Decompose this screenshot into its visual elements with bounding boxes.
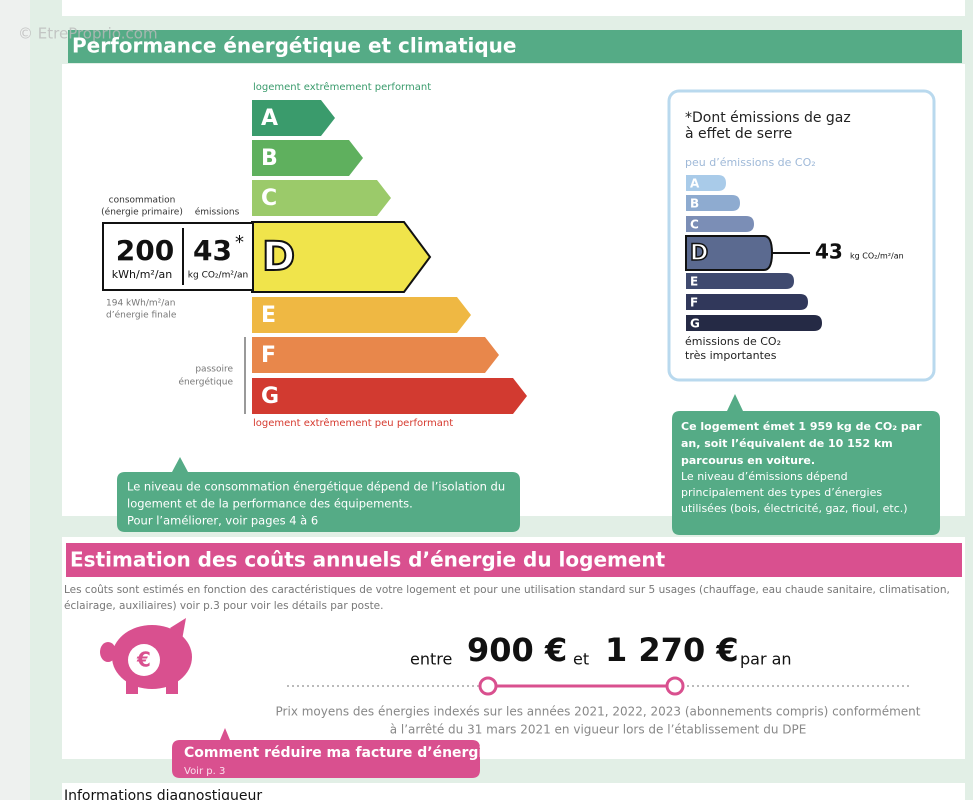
ghg-class-letter: F <box>690 296 698 310</box>
consumption-label: (énergie primaire) <box>101 207 183 218</box>
energy-class-bar <box>252 100 335 136</box>
costs-word: et <box>573 650 589 669</box>
ghg-note-bold: parcourus en voiture. <box>681 454 815 467</box>
cost-high: 1 270 € <box>605 631 739 669</box>
cta-button[interactable] <box>172 728 480 778</box>
ghg-class-bar <box>686 216 754 232</box>
energy-class-bar <box>252 297 471 333</box>
energy-class-bar <box>252 180 391 216</box>
ghg-class-bar <box>686 294 808 310</box>
energy-title-bar <box>68 30 962 63</box>
value-box <box>102 222 254 291</box>
energy-class-letter: E <box>261 303 276 328</box>
section-title: Estimation des coûts annuels d’énergie d… <box>70 548 666 572</box>
emissions-label: émissions <box>195 207 240 218</box>
watermark: © EtreProprio.com <box>18 25 158 43</box>
consumption-unit: kWh/m²/an <box>112 268 172 281</box>
energy-note: logement et de la performance des équipe… <box>127 497 413 511</box>
costs-intro: Les coûts sont estimés en fonction des c… <box>64 584 950 596</box>
energy-note: Le niveau de consommation énergétique dé… <box>127 480 505 494</box>
ghg-heading: à effet de serre <box>685 126 792 142</box>
ghg-class-letter: G <box>690 317 700 331</box>
ghg-heading: *Dont émissions de gaz <box>685 110 851 126</box>
costs-word: par an <box>740 650 792 669</box>
footer-panel <box>62 783 965 800</box>
consumption-label: consommation <box>109 196 176 206</box>
ghg-class-letter: C <box>690 218 699 232</box>
piggy-ear <box>170 618 186 640</box>
ghg-unit: kg CO₂/m²/an <box>850 252 904 261</box>
ghg-class-bar <box>686 195 740 211</box>
section-title: Performance énergétique et climatique <box>72 34 516 58</box>
piggy-leg <box>166 680 178 694</box>
costs-reference: à l’arrêté du 31 mars 2021 en vigueur lo… <box>390 723 807 737</box>
top-panel <box>62 0 965 16</box>
piggy-leg <box>126 680 138 694</box>
energy-class-letter: C <box>261 186 277 211</box>
ghg-bottom-label: émissions de CO₂ <box>685 335 781 348</box>
scale-bottom-label: logement extrêmement peu performant <box>253 417 453 429</box>
costs-word: entre <box>410 650 452 669</box>
energy-class-bar <box>252 378 527 414</box>
costs-title-bar <box>66 543 962 577</box>
ghg-class-bar <box>686 273 794 289</box>
ghg-value: 43 <box>815 240 843 264</box>
ghg-note-bold: an, soit l’équivalent de 10 152 km <box>681 437 893 450</box>
footer-heading: Informations diagnostiqueur <box>64 788 262 800</box>
piggy-snout <box>100 642 116 662</box>
ghg-note: Le niveau d’émissions dépend <box>681 470 848 483</box>
emissions-unit: kg CO₂/m²/an <box>188 271 248 281</box>
energy-class-letter: F <box>261 343 276 368</box>
cost-low: 900 € <box>467 631 567 669</box>
ghg-class-letter: D <box>690 241 708 266</box>
final-energy: 194 kWh/m²/an <box>106 299 176 309</box>
piggy-coin <box>128 644 160 676</box>
emissions-mark: * <box>235 232 244 253</box>
cta-subtext: Voir p. 3 <box>184 766 225 777</box>
energy-class-letter: B <box>261 146 278 171</box>
cost-range-end <box>478 676 498 696</box>
ghg-bottom-label: très importantes <box>685 349 777 362</box>
cta-text: Comment réduire ma facture d’énergie ? <box>184 745 506 761</box>
costs-intro: éclairage, auxiliaires) voir p.3 pour vo… <box>64 600 383 612</box>
consumption-value: 200 <box>116 234 174 267</box>
emissions-value: 43 <box>193 234 232 267</box>
ghg-class-letter: B <box>690 197 699 211</box>
ghg-class-bar <box>686 315 822 331</box>
ghg-top-label: peu d’émissions de CO₂ <box>685 156 816 169</box>
ghg-note-bubble <box>672 394 940 535</box>
costs-reference: Prix moyens des énergies indexés sur les… <box>276 705 921 719</box>
ghg-class-bar <box>686 175 726 191</box>
scale-top-label: logement extrêmement performant <box>253 81 431 93</box>
energy-class-letter: A <box>261 106 278 131</box>
ghg-class-letter: E <box>690 275 698 289</box>
passoire-label: passoire <box>195 365 233 375</box>
energy-class-letter: D <box>262 234 295 280</box>
energy-note: Pour l’améliorer, voir pages 4 à 6 <box>127 514 318 528</box>
energy-class-bar <box>252 337 499 373</box>
energy-note-bubble <box>117 457 520 532</box>
ghg-note: principalement des types d’énergies <box>681 486 882 499</box>
piggy-euro: € <box>136 648 151 672</box>
final-energy: d’énergie finale <box>106 310 177 321</box>
cost-range-end <box>665 676 685 696</box>
ghg-class-letter: A <box>690 177 700 191</box>
energy-class-bar <box>252 140 363 176</box>
passoire-label: énergétique <box>178 377 233 388</box>
ghg-note: utilisées (bois, électricité, gaz, fioul… <box>681 502 908 515</box>
energy-class-letter: G <box>261 384 279 409</box>
ghg-note-bold: Ce logement émet 1 959 kg de CO₂ par <box>681 420 922 433</box>
